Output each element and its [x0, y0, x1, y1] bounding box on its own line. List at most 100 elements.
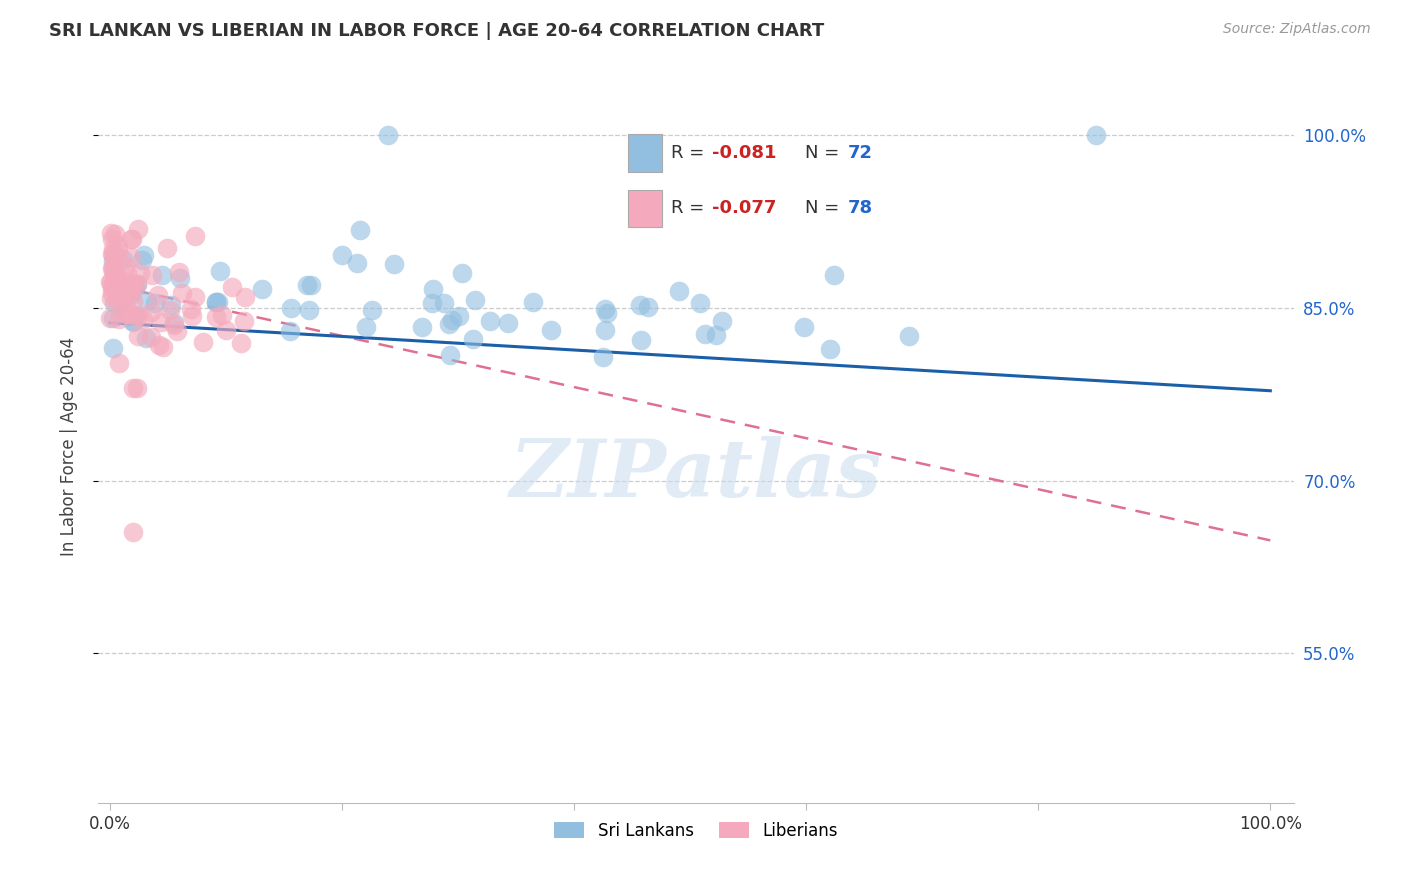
Point [152, 340, 174, 354]
Point [211, 308, 233, 322]
Point [131, 252, 153, 267]
Point [127, 329, 149, 343]
Point [141, 268, 163, 282]
Point [105, 294, 128, 309]
Point [101, 246, 124, 260]
Point [122, 314, 145, 328]
Point [377, 128, 399, 143]
Point [114, 259, 136, 273]
Point [898, 329, 921, 343]
Point [496, 317, 519, 331]
Legend: Sri Lankans, Liberians: Sri Lankans, Liberians [546, 814, 846, 848]
Point [184, 229, 207, 244]
Point [98, 275, 121, 289]
Point [114, 275, 136, 289]
Point [103, 260, 125, 274]
Point [125, 277, 148, 292]
Point [250, 282, 273, 296]
Point [120, 232, 142, 246]
Y-axis label: In Labor Force | Age 20-64: In Labor Force | Age 20-64 [59, 336, 77, 556]
Point [132, 312, 155, 326]
Point [103, 251, 125, 265]
Point [356, 319, 378, 334]
Point [111, 290, 134, 304]
Point [122, 277, 145, 292]
Point [278, 324, 301, 338]
Point [637, 300, 659, 314]
Text: SRI LANKAN VS LIBERIAN IN LABOR FORCE | AGE 20-64 CORRELATION CHART: SRI LANKAN VS LIBERIAN IN LABOR FORCE | … [49, 22, 824, 40]
Point [215, 323, 238, 337]
Point [704, 327, 727, 342]
Point [124, 280, 146, 294]
Point [101, 281, 124, 295]
Point [464, 293, 486, 307]
Point [120, 250, 142, 264]
Point [793, 320, 815, 334]
Point [107, 239, 129, 253]
Point [204, 310, 226, 324]
Point [124, 308, 146, 322]
Point [100, 261, 122, 276]
Point [823, 268, 845, 282]
Point [1085, 128, 1108, 143]
Point [349, 223, 371, 237]
Point [103, 295, 125, 310]
Point [628, 298, 651, 312]
Point [101, 246, 124, 260]
Point [101, 264, 124, 278]
Point [221, 279, 243, 293]
Point [100, 275, 122, 289]
Point [233, 290, 256, 304]
Point [145, 296, 167, 310]
Point [136, 293, 159, 308]
Point [132, 248, 155, 262]
Point [105, 276, 128, 290]
Point [163, 316, 186, 330]
Point [360, 302, 382, 317]
Point [163, 318, 186, 333]
Point [103, 281, 125, 295]
Point [122, 293, 145, 308]
Point [120, 285, 142, 299]
Point [107, 311, 129, 326]
Point [135, 331, 157, 345]
Point [115, 307, 138, 321]
Point [101, 242, 124, 256]
Point [229, 335, 252, 350]
Point [451, 266, 474, 280]
Text: Source: ZipAtlas.com: Source: ZipAtlas.com [1223, 22, 1371, 37]
Point [820, 343, 842, 357]
Point [118, 276, 141, 290]
Point [101, 286, 124, 301]
Point [117, 285, 139, 299]
Point [184, 290, 207, 304]
Point [332, 248, 354, 262]
Point [411, 320, 433, 334]
Point [122, 525, 145, 540]
Point [148, 288, 170, 302]
Point [141, 305, 163, 319]
Point [104, 227, 127, 241]
Point [479, 314, 502, 328]
Point [298, 303, 321, 318]
Point [101, 254, 124, 268]
Point [100, 226, 122, 240]
Point [179, 302, 201, 317]
Point [166, 324, 188, 338]
Point [112, 252, 135, 267]
Point [127, 381, 149, 395]
Point [595, 306, 617, 320]
Point [121, 231, 143, 245]
Point [122, 309, 145, 323]
Point [440, 313, 463, 327]
Point [101, 341, 124, 355]
Point [103, 277, 125, 292]
Text: ZIPatlas: ZIPatlas [510, 436, 882, 513]
Point [710, 314, 733, 328]
Point [118, 306, 141, 320]
Point [593, 302, 616, 317]
Point [139, 330, 162, 344]
Point [346, 256, 368, 270]
Point [122, 381, 145, 395]
Point [668, 285, 690, 299]
